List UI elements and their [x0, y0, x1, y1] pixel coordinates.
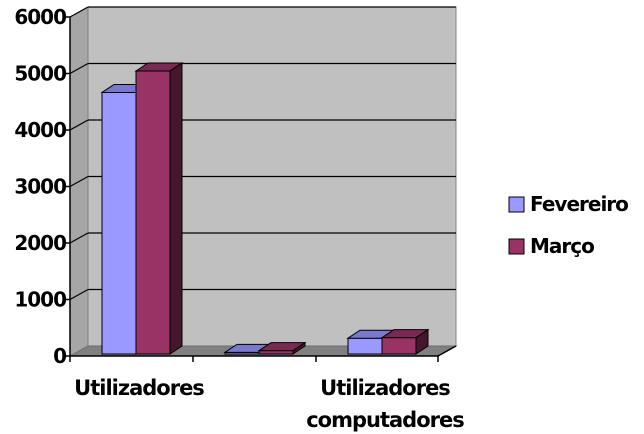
- bar-side: [292, 341, 306, 355]
- y-tick-label: 5000: [14, 62, 66, 86]
- y-tick-label: 6000: [14, 5, 66, 29]
- gridline-side: [69, 119, 89, 131]
- gridline-side: [69, 62, 89, 75]
- y-tick-label: 4000: [14, 118, 66, 142]
- x-category-labels: Utilizadores Utilizadores computadores: [74, 376, 465, 432]
- x-category-label: computadores: [306, 408, 464, 432]
- y-tick-labels: 0 1000 2000 3000 4000 5000 6000: [14, 5, 67, 368]
- y-tick-label: 0: [53, 344, 66, 368]
- bar-front: [347, 337, 383, 355]
- gridline-side: [69, 175, 89, 188]
- legend-swatch: [508, 238, 525, 255]
- bar-side: [169, 62, 183, 355]
- legend-label: Fevereiro: [530, 192, 628, 216]
- bar-março-2: [380, 328, 430, 355]
- bar-front: [258, 350, 294, 355]
- bar-março-1: [257, 341, 307, 355]
- legend-swatch: [508, 196, 525, 213]
- y-tick-label: 2000: [14, 231, 66, 255]
- x-category-label: Utilizadores: [320, 376, 450, 400]
- legend-label: Março: [530, 234, 594, 258]
- gridline-side: [69, 232, 89, 244]
- x-category-label: Utilizadores: [74, 376, 204, 400]
- bar-front: [101, 91, 137, 355]
- y-tick-label: 3000: [14, 175, 66, 199]
- x-axis-depth: [437, 345, 457, 357]
- bar-side: [415, 328, 429, 355]
- bar-front: [381, 337, 417, 355]
- gridline-side: [69, 6, 89, 18]
- axes: [64, 16, 457, 362]
- bars: [100, 62, 430, 355]
- gridline-side: [69, 288, 89, 301]
- bar-front: [135, 70, 171, 355]
- y-tick-label: 1000: [14, 288, 66, 312]
- legend: Fevereiro Março: [508, 192, 629, 258]
- bar-março-0: [134, 62, 184, 355]
